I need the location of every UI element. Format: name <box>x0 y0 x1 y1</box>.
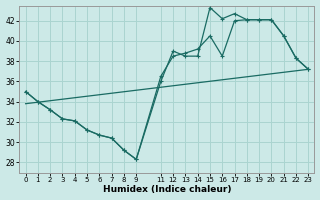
X-axis label: Humidex (Indice chaleur): Humidex (Indice chaleur) <box>103 185 231 194</box>
